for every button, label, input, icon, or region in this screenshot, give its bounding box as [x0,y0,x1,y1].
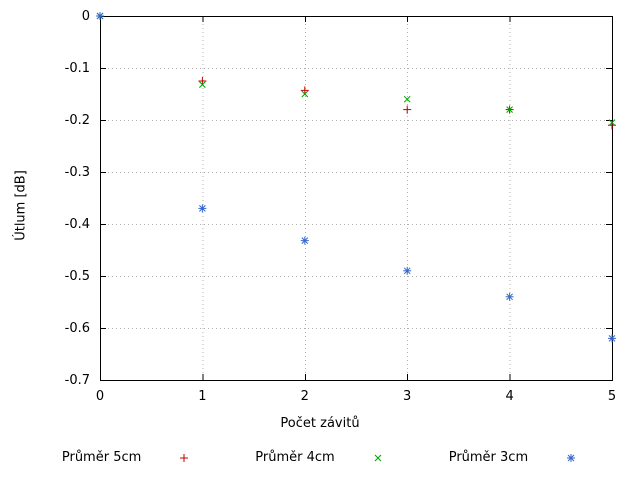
legend: Průměr 5cm Průměr 4cm Průměr 3cm [0,450,640,465]
legend-item-4cm: Průměr 4cm [255,450,384,465]
y-tick-label: -0.3 [65,165,90,180]
tick-labels: 0 -0.1 -0.2 -0.3 -0.4 -0.5 -0.6 -0.7 0 1 2 3 4 5 [65,9,617,404]
series-2 [96,12,616,343]
y-tick-label: 0 [82,9,90,24]
legend-label-5cm: Průměr 5cm [61,450,142,465]
y-tick-label: -0.4 [65,217,90,232]
x-tick-label: 5 [608,389,616,404]
legend-label-3cm: Průměr 3cm [448,450,529,465]
asterisk-marker-icon [567,453,576,462]
cross-marker-icon [374,454,382,461]
legend-label-4cm: Průměr 4cm [255,450,335,465]
y-tick-label: -0.6 [65,321,90,336]
plus-marker-icon [180,453,189,462]
legend-item-5cm: Průměr 5cm [62,450,191,465]
y-tick-label: -0.2 [65,113,90,128]
y-tick-label: -0.7 [65,373,90,388]
grid [100,16,613,381]
x-axis-label: Počet závitů [280,416,360,431]
legend-item-3cm: Průměr 3cm [449,450,578,465]
x-tick-label: 0 [96,389,104,404]
y-axis-label: Útlum [dB] [13,170,29,241]
y-tick-label: -0.1 [65,61,90,76]
x-tick-label: 1 [198,389,206,404]
x-tick-label: 3 [403,389,411,404]
plot-border [100,16,613,381]
series-0 [96,12,616,130]
series-1 [96,12,616,126]
x-tick-label: 4 [505,389,513,404]
tick-marks [100,16,613,381]
y-tick-label: -0.5 [65,269,90,284]
x-tick-label: 2 [301,389,309,404]
